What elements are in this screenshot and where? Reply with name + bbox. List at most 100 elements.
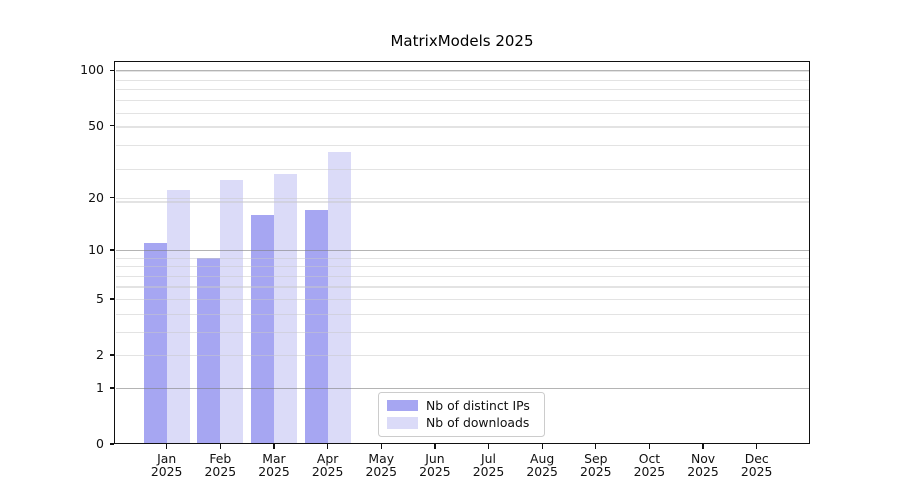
x-tick-mark-sep bbox=[595, 444, 597, 449]
legend-swatch-distinct-ips bbox=[387, 399, 418, 412]
gridline-minor-9 bbox=[115, 257, 809, 259]
x-tick-mark-feb bbox=[219, 444, 221, 449]
legend-swatch-downloads bbox=[387, 417, 418, 429]
gridline-major-100 bbox=[115, 70, 809, 72]
gridline-minor-69 bbox=[115, 100, 809, 102]
y-tick-mark-1 bbox=[109, 387, 114, 389]
x-tick-label-jan: Jan 2025 bbox=[139, 451, 195, 480]
y-tick-mark-5 bbox=[109, 298, 114, 300]
gridline-minor-79 bbox=[115, 89, 809, 91]
legend: Nb of distinct IPs Nb of downloads bbox=[378, 391, 545, 437]
x-tick-mark-jul bbox=[487, 444, 490, 449]
x-tick-label-line: 2025 bbox=[580, 464, 612, 480]
y-tick-label-20: 20 bbox=[88, 189, 104, 205]
x-tick-label-dec: Dec 2025 bbox=[729, 451, 785, 480]
gridline-major-5 bbox=[115, 298, 809, 301]
gridline-major-1 bbox=[115, 387, 809, 389]
y-tick-mark-2 bbox=[109, 354, 114, 356]
y-tick-mark-100 bbox=[109, 69, 114, 72]
x-tick-label-feb: Feb 2025 bbox=[192, 451, 248, 479]
x-tick-label-line: Nov bbox=[690, 451, 716, 466]
gridline-minor-4 bbox=[115, 313, 809, 315]
x-tick-mark-aug bbox=[541, 444, 543, 449]
x-tick-label-line: Aug bbox=[530, 451, 555, 466]
y-tick-label-2: 2 bbox=[96, 347, 104, 363]
x-tick-label-line: 2025 bbox=[740, 464, 773, 480]
x-tick-label-line: Feb bbox=[209, 451, 232, 466]
x-tick-label-line: Dec bbox=[744, 451, 769, 466]
legend-row-downloads: Nb of downloads bbox=[387, 415, 536, 431]
x-tick-label-line: 2025 bbox=[365, 464, 397, 480]
x-tick-mark-may bbox=[380, 444, 382, 449]
x-tick-label-jul: Jul 2025 bbox=[461, 451, 517, 480]
y-tick-mark-10 bbox=[109, 249, 114, 251]
gridline-minor-89 bbox=[115, 79, 809, 81]
x-tick-mark-apr bbox=[326, 444, 329, 449]
plot-area bbox=[114, 61, 810, 444]
x-tick-label-line: Sep bbox=[584, 451, 608, 466]
bar-distinct-ips-jan bbox=[143, 242, 167, 444]
y-tick-label-1: 1 bbox=[96, 379, 104, 395]
x-tick-label-jun: Jun 2025 bbox=[407, 451, 463, 480]
x-tick-label-line: May bbox=[368, 451, 395, 466]
x-tick-label-sep: Sep 2025 bbox=[568, 451, 624, 480]
y-tick-label-50: 50 bbox=[88, 117, 104, 133]
bar-distinct-ips-feb bbox=[197, 257, 221, 444]
x-tick-label-line: 2025 bbox=[419, 464, 451, 480]
gridline-major-10 bbox=[115, 249, 809, 251]
x-tick-label-line: 2025 bbox=[472, 464, 505, 480]
x-tick-mark-dec bbox=[756, 444, 758, 449]
gridline-minor-6 bbox=[115, 286, 809, 288]
gridline-major-20 bbox=[115, 197, 809, 199]
gridline-major-2 bbox=[115, 355, 809, 357]
x-tick-label-line: 2025 bbox=[311, 464, 344, 480]
bar-downloads-jan bbox=[166, 190, 190, 444]
gridline-minor-8 bbox=[115, 266, 809, 268]
bar-downloads-apr bbox=[327, 151, 351, 444]
gridline-minor-19 bbox=[115, 201, 809, 203]
x-tick-label-line: Jul bbox=[481, 451, 496, 466]
x-tick-label-may: May 2025 bbox=[353, 451, 409, 480]
x-tick-mark-oct bbox=[648, 444, 651, 449]
gridline-minor-49 bbox=[115, 127, 809, 129]
y-tick-mark-20 bbox=[109, 196, 114, 199]
gridline-minor-7 bbox=[115, 275, 809, 277]
x-tick-label-apr: Apr 2025 bbox=[300, 452, 356, 480]
y-tick-mark-0 bbox=[109, 443, 114, 445]
x-tick-label-line: 2025 bbox=[687, 464, 719, 480]
x-tick-mark-jun bbox=[434, 444, 436, 449]
x-tick-label-aug: Aug 2025 bbox=[514, 451, 570, 480]
y-tick-label-0: 0 bbox=[96, 436, 104, 451]
x-tick-label-line: Oct bbox=[638, 451, 661, 466]
x-tick-label-line: Mar bbox=[262, 451, 286, 466]
x-tick-mark-nov bbox=[702, 444, 704, 449]
bar-distinct-ips-mar bbox=[250, 214, 274, 444]
gridline-minor-29 bbox=[115, 168, 809, 170]
x-tick-label-line: 2025 bbox=[258, 464, 290, 480]
gridline-major-50 bbox=[115, 125, 809, 127]
x-tick-label-mar: Mar 2025 bbox=[246, 451, 302, 480]
bar-downloads-mar bbox=[273, 174, 297, 444]
x-tick-label-line: 2025 bbox=[633, 464, 666, 480]
y-tick-label-5: 5 bbox=[96, 290, 104, 306]
chart-title: MatrixModels 2025 bbox=[390, 32, 534, 50]
x-tick-label-line: 2025 bbox=[526, 464, 558, 480]
bar-distinct-ips-apr bbox=[304, 210, 328, 444]
gridline-minor-39 bbox=[115, 145, 809, 147]
legend-row-distinct-ips: Nb of distinct IPs bbox=[387, 398, 536, 414]
y-tick-label-10: 10 bbox=[88, 241, 104, 257]
gridline-minor-59 bbox=[115, 112, 809, 114]
x-tick-label-nov: Nov 2025 bbox=[675, 451, 731, 480]
y-tick-label-100: 100 bbox=[80, 62, 104, 78]
y-tick-mark-50 bbox=[109, 125, 114, 127]
gridline-minor-3 bbox=[115, 331, 809, 333]
bar-downloads-feb bbox=[220, 180, 244, 444]
x-tick-mark-jan bbox=[166, 444, 168, 449]
x-tick-label-line: Jun bbox=[425, 451, 445, 466]
x-tick-label-line: Jan bbox=[157, 451, 177, 466]
legend-label-downloads: Nb of downloads bbox=[426, 414, 530, 430]
legend-label-distinct-ips: Nb of distinct IPs bbox=[426, 397, 530, 413]
x-tick-label-line: 2025 bbox=[150, 464, 183, 480]
x-tick-label-oct: Oct 2025 bbox=[621, 451, 677, 480]
